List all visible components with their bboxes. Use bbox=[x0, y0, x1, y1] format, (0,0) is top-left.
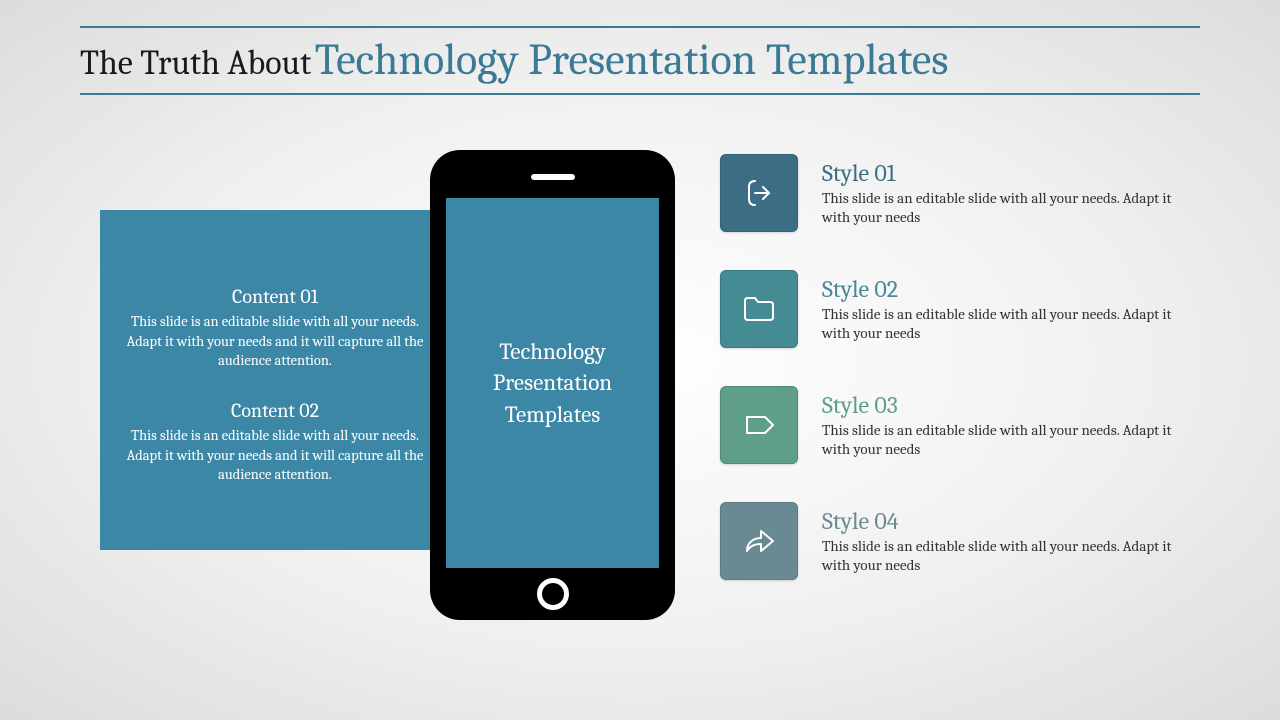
style-desc: This slide is an editable slide with all… bbox=[822, 421, 1200, 460]
style-label: Style 01 bbox=[822, 159, 1200, 187]
style-row-2: Style 02This slide is an editable slide … bbox=[720, 270, 1200, 348]
folder-icon bbox=[720, 270, 798, 348]
style-row-3: Style 03This slide is an editable slide … bbox=[720, 386, 1200, 464]
content-block-2: Content 02 This slide is an editable sli… bbox=[122, 399, 428, 485]
title-underline: The Truth About Technology Presentation … bbox=[80, 26, 1200, 95]
style-desc: This slide is an editable slide with all… bbox=[822, 537, 1200, 576]
style-desc: This slide is an editable slide with all… bbox=[822, 189, 1200, 228]
tag-icon bbox=[720, 386, 798, 464]
style-desc: This slide is an editable slide with all… bbox=[822, 305, 1200, 344]
style-label: Style 03 bbox=[822, 391, 1200, 419]
phone-speaker bbox=[531, 174, 575, 180]
style-row-4: Style 04This slide is an editable slide … bbox=[720, 502, 1200, 580]
content-panel: Content 01 This slide is an editable sli… bbox=[100, 210, 450, 550]
slide-title: The Truth About Technology Presentation … bbox=[80, 26, 1200, 95]
phone-screen: Technology Presentation Templates bbox=[446, 198, 659, 568]
style-text: Style 03This slide is an editable slide … bbox=[822, 391, 1200, 460]
style-label: Style 02 bbox=[822, 275, 1200, 303]
content-body: This slide is an editable slide with all… bbox=[122, 426, 428, 485]
phone-graphic: Technology Presentation Templates bbox=[430, 150, 675, 620]
phone-screen-text: Technology Presentation Templates bbox=[456, 336, 649, 429]
style-text: Style 02This slide is an editable slide … bbox=[822, 275, 1200, 344]
phone-home-button bbox=[537, 578, 569, 610]
style-row-1: Style 01This slide is an editable slide … bbox=[720, 154, 1200, 232]
style-label: Style 04 bbox=[822, 507, 1200, 535]
content-block-1: Content 01 This slide is an editable sli… bbox=[122, 285, 428, 371]
style-text: Style 01This slide is an editable slide … bbox=[822, 159, 1200, 228]
share-arrow-icon bbox=[720, 502, 798, 580]
style-text: Style 04This slide is an editable slide … bbox=[822, 507, 1200, 576]
style-list: Style 01This slide is an editable slide … bbox=[720, 154, 1200, 580]
title-small: The Truth About bbox=[80, 43, 311, 83]
exit-arrow-icon bbox=[720, 154, 798, 232]
content-body: This slide is an editable slide with all… bbox=[122, 312, 428, 371]
title-big: Technology Presentation Templates bbox=[315, 34, 949, 85]
content-heading: Content 02 bbox=[122, 399, 428, 422]
content-heading: Content 01 bbox=[122, 285, 428, 308]
